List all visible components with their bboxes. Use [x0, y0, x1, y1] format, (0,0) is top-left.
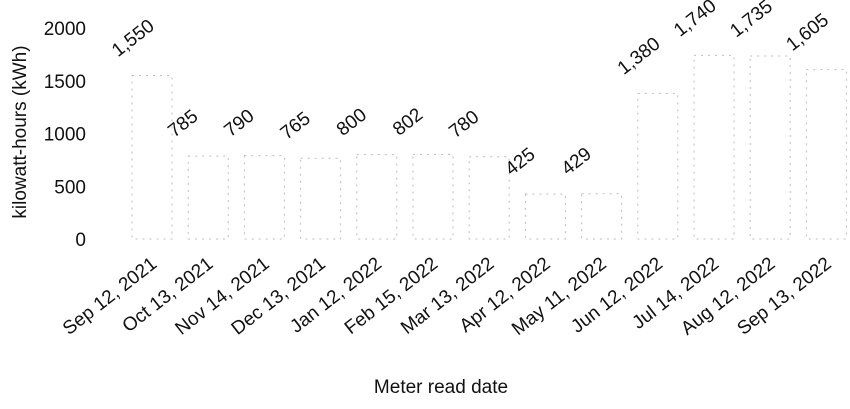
data-label: 780 [445, 107, 483, 143]
y-tick-label: 1500 [44, 72, 86, 93]
x-tick-label: Sep 12, 2021 [59, 253, 161, 339]
bar [805, 69, 847, 240]
y-tick-label: 0 [75, 230, 86, 251]
bar [749, 55, 791, 240]
bar [187, 155, 229, 240]
data-label: 1,550 [108, 16, 158, 62]
x-axis-title: Meter read date [374, 377, 508, 398]
data-label: 429 [558, 144, 596, 180]
bar [581, 193, 623, 240]
y-tick-label: 2000 [44, 19, 86, 40]
data-label: 1,605 [783, 10, 833, 56]
data-label: 800 [333, 104, 371, 140]
data-label: 802 [389, 104, 427, 140]
bar [131, 74, 173, 240]
data-label: 1,740 [670, 0, 720, 41]
y-tick-label: 500 [54, 177, 86, 198]
y-axis-ticks: 0 500 1000 1500 2000 [44, 19, 86, 251]
y-axis-title: kilowatt-hours (kWh) [10, 45, 31, 218]
data-label: 790 [221, 106, 259, 142]
bar [468, 156, 510, 240]
bar [356, 154, 398, 240]
bar [243, 155, 285, 240]
bar [300, 157, 342, 240]
bar [637, 92, 679, 240]
bar [693, 54, 735, 240]
data-label: 765 [277, 108, 315, 144]
data-label: 1,380 [614, 34, 664, 80]
bars [131, 54, 847, 240]
bar [524, 193, 566, 240]
y-tick-label: 1000 [44, 125, 86, 146]
bar [412, 153, 454, 240]
data-label: 1,735 [726, 0, 776, 42]
